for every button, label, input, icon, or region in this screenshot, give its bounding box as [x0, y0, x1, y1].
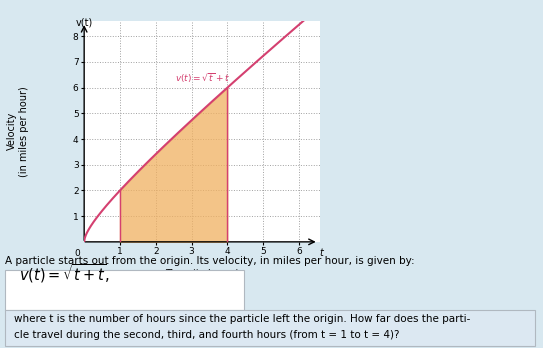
Text: cle travel during the second, third, and fourth hours (from t = 1 to t = 4)?: cle travel during the second, third, and…	[14, 330, 399, 340]
Text: 0: 0	[75, 249, 80, 258]
Text: v(t): v(t)	[75, 17, 92, 27]
Text: Time (in hours): Time (in hours)	[165, 268, 239, 278]
Text: t: t	[320, 248, 324, 258]
Text: $v(t)=\sqrt{t}+t$: $v(t)=\sqrt{t}+t$	[175, 72, 231, 85]
Text: $v(t) = \sqrt{t+t},$: $v(t) = \sqrt{t+t},$	[19, 262, 110, 285]
Text: A particle starts out from the origin. Its velocity, in miles per hour, is given: A particle starts out from the origin. I…	[5, 256, 415, 266]
Text: where t is the number of hours since the particle left the origin. How far does : where t is the number of hours since the…	[14, 314, 470, 324]
Text: Velocity
(in miles per hour): Velocity (in miles per hour)	[7, 86, 29, 177]
